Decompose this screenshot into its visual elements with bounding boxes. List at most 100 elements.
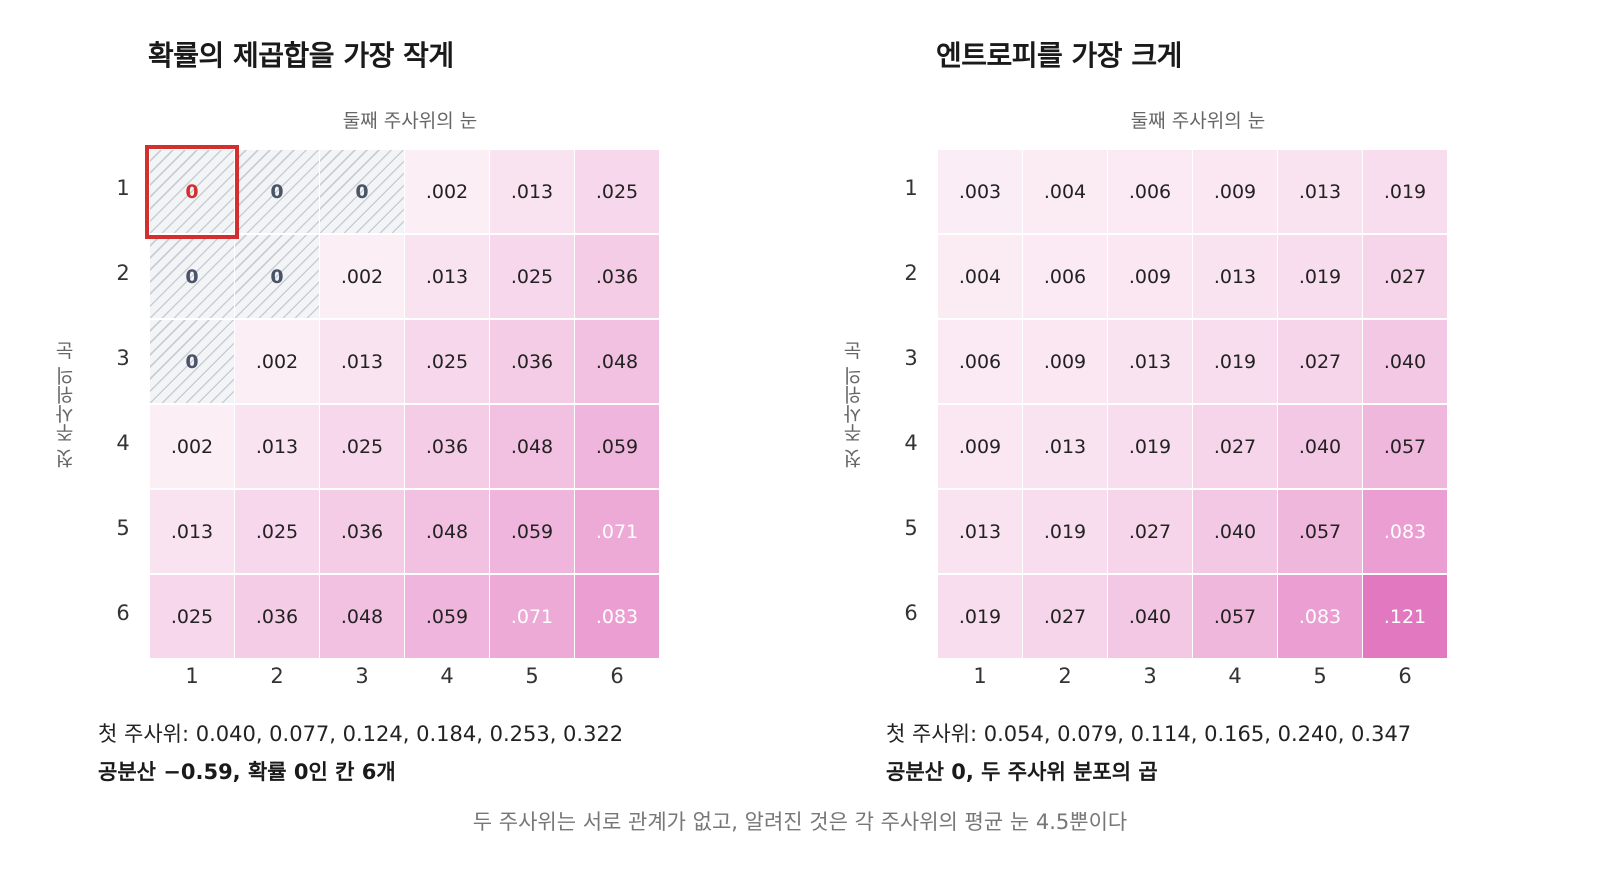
heatmap-cell: .013 [235,405,319,488]
heatmap-cell: .059 [405,575,489,658]
footer-caption: 두 주사위는 서로 관계가 없고, 알려진 것은 각 주사위의 평균 눈 4.5… [472,810,1128,834]
heatmap-cell: .036 [575,235,659,318]
heatmap-cell: .040 [1193,490,1277,573]
heatmap-grid: 0 0 0.002.013.025 0 0.002.013.025.036 0.002.0… [145,145,670,670]
col-tick-label: 2 [270,664,284,688]
heatmap-cell: .048 [575,320,659,403]
row-tick-label: 5 [116,516,130,540]
heatmap-cell: .071 [490,575,574,658]
heatmap-cell: .040 [1108,575,1192,658]
heatmap-cell: .025 [235,490,319,573]
heatmap-cell: .013 [938,490,1022,573]
heatmap-cell: .040 [1363,320,1447,403]
col-tick-label: 5 [525,664,539,688]
heatmap-cell: .019 [1108,405,1192,488]
col-tick-label: 4 [440,664,454,688]
heatmap-cell: 0 [320,150,404,233]
heatmap-cell: .019 [1193,320,1277,403]
heatmap-cell: .040 [1278,405,1362,488]
col-tick-label: 5 [1313,664,1327,688]
heatmap-cell: .036 [320,490,404,573]
heatmap-cell: .002 [405,150,489,233]
heatmap-cell: .019 [1023,490,1107,573]
col-tick-label: 6 [610,664,624,688]
heatmap-cell: .013 [320,320,404,403]
heatmap-cell: .048 [405,490,489,573]
marginal-distribution: 첫 주사위: 0.040, 0.077, 0.124, 0.184, 0.253… [98,722,624,746]
heatmap-cell: .071 [575,490,659,573]
col-tick-label: 4 [1228,664,1242,688]
heatmap-cell: .009 [938,405,1022,488]
row-tick-label: 5 [904,516,918,540]
heatmap-cell: .025 [405,320,489,403]
heatmap-cell: .019 [1363,150,1447,233]
heatmap-grid: .003.004.006.009.013.019.004.006.009.013… [938,150,1458,670]
heatmap-cell: .025 [575,150,659,233]
col-tick-label: 3 [355,664,369,688]
heatmap-cell: .013 [1108,320,1192,403]
heatmap-cell: .002 [150,405,234,488]
row-tick-label: 4 [116,431,130,455]
panel-title: 엔트로피를 가장 크게 [936,39,1182,72]
heatmap-cell: .027 [1278,320,1362,403]
heatmap-cell: .036 [235,575,319,658]
heatmap-cell: .027 [1108,490,1192,573]
heatmap-cell: 0 [235,150,319,233]
heatmap-cell: .083 [1278,575,1362,658]
heatmap-cell: .006 [1023,235,1107,318]
heatmap-cell: .036 [405,405,489,488]
col-tick-label: 3 [1143,664,1157,688]
row-tick-label: 6 [904,601,918,625]
heatmap-cell: .025 [150,575,234,658]
heatmap-cell: .121 [1363,575,1447,658]
heatmap-cell: .013 [405,235,489,318]
heatmap-cell: .027 [1193,405,1277,488]
heatmap-cell: .057 [1278,490,1362,573]
col-tick-label: 1 [185,664,199,688]
panel-title: 확률의 제곱합을 가장 작게 [148,39,454,72]
heatmap-cell: .057 [1363,405,1447,488]
heatmap-cell: .083 [1363,490,1447,573]
row-tick-label: 6 [116,601,130,625]
heatmap-cell: 0 [150,235,234,318]
heatmap-cell: .059 [575,405,659,488]
heatmap-cell: .048 [490,405,574,488]
col-axis-label: 둘째 주사위의 눈 [342,110,478,132]
heatmap-cell: .009 [1108,235,1192,318]
heatmap-cell: .027 [1363,235,1447,318]
heatmap-cell: .025 [490,235,574,318]
col-tick-label: 2 [1058,664,1072,688]
row-tick-label: 2 [904,261,918,285]
heatmap-cell: .013 [1193,235,1277,318]
panel-max-entropy: 엔트로피를 가장 크게 둘째 주사위의 눈 첫 주사위의 눈 .003.004.… [788,0,1548,800]
row-tick-label: 2 [116,261,130,285]
heatmap-cell: .027 [1023,575,1107,658]
row-axis-label: 첫 주사위의 눈 [843,341,865,469]
heatmap-cell: .002 [235,320,319,403]
heatmap-cell: .003 [938,150,1022,233]
heatmap-cell: .002 [320,235,404,318]
row-axis-label: 첫 주사위의 눈 [55,341,77,469]
heatmap-cell: .004 [938,235,1022,318]
col-tick-label: 1 [973,664,987,688]
heatmap-cell: 0 [150,150,234,233]
heatmap-cell: .036 [490,320,574,403]
heatmap-cell: .013 [1278,150,1362,233]
row-tick-label: 4 [904,431,918,455]
heatmap-cell: .006 [938,320,1022,403]
row-tick-label: 3 [904,346,918,370]
summary-text: 공분산 −0.59, 확률 0인 칸 6개 [98,760,396,784]
heatmap-cell: .048 [320,575,404,658]
row-tick-label: 1 [904,176,918,200]
heatmap-cell: 0 [150,320,234,403]
heatmap-cell: .009 [1193,150,1277,233]
heatmap-cell: .019 [1278,235,1362,318]
col-axis-label: 둘째 주사위의 눈 [1130,110,1266,132]
heatmap-cell: 0 [235,235,319,318]
row-tick-label: 1 [116,176,130,200]
marginal-distribution: 첫 주사위: 0.054, 0.079, 0.114, 0.165, 0.240… [886,722,1412,746]
heatmap-cell: .057 [1193,575,1277,658]
heatmap-cell: .013 [490,150,574,233]
heatmap-cell: .006 [1108,150,1192,233]
heatmap-cell: .013 [150,490,234,573]
